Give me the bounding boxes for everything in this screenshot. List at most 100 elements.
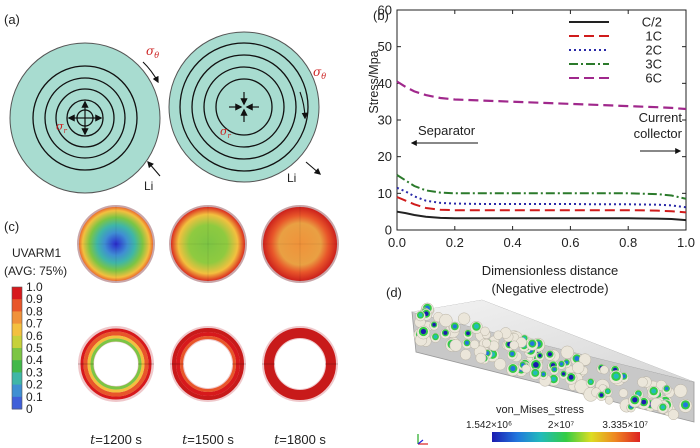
x-tick-label: 0.8 (619, 235, 637, 250)
time-label-1800: t=1800 s (274, 432, 326, 448)
sphere-stress-core (561, 372, 566, 376)
ring (66, 99, 104, 137)
slab-top-face (412, 300, 694, 382)
panel-b: (b) 0 10 20 30 40 50 60 0.0 0.2 0.4 0.6 0.8 1.0 C/21… (367, 3, 695, 297)
sigma-r-label: σr (56, 120, 68, 135)
sphere-stress-core (473, 323, 479, 329)
sphere-stress-core (606, 389, 610, 393)
legend-color-band (12, 323, 22, 337)
series-line-c-2 (396, 210, 687, 222)
legend-color-band (12, 335, 22, 349)
sphere-particle (480, 326, 490, 336)
sphere-stress-core (664, 386, 669, 391)
sphere-particle (475, 352, 487, 364)
series-line-2c (396, 186, 687, 209)
legend-tick-label: 0.2 (26, 378, 43, 392)
separator-annotation: Separator (418, 123, 476, 138)
legend-label: 3C (645, 57, 662, 72)
x-tick-label: 0.0 (388, 235, 406, 250)
sphere-stress-core (551, 376, 557, 382)
x-tick-label: 0.2 (446, 235, 464, 250)
panel-a-label: (a) (4, 12, 20, 27)
legend-tick-label: 0.9 (26, 292, 43, 306)
legend-label: 1C (645, 29, 662, 44)
legend-average: (AVG: 75%) (4, 264, 67, 278)
ring (32, 65, 138, 171)
sphere-stress-core (568, 374, 574, 380)
ring (55, 88, 115, 148)
li-arrow-icon (305, 161, 322, 175)
sigma-theta-label: σθ (146, 44, 159, 60)
ring-band (176, 332, 240, 396)
li-label-right: Li (287, 171, 296, 185)
collector-annotation: collector (634, 126, 683, 141)
sphere-stress-core (510, 365, 516, 372)
sphere-stress-core (420, 328, 426, 335)
sphere-particle (494, 358, 507, 371)
legend-tick-label: 0.4 (26, 353, 43, 367)
panel-d-label: (d) (386, 285, 402, 300)
sphere-particle (439, 313, 453, 328)
sphere-stress-core (559, 362, 564, 366)
sphere-stress-core (433, 334, 438, 339)
li-arrow-icon (147, 160, 161, 177)
particle-cluster (413, 302, 693, 421)
sphere-particle (604, 396, 614, 405)
sphere-particle (521, 364, 531, 374)
legend-color-band (12, 384, 22, 398)
sphere-stress-core (432, 322, 436, 327)
sphere-stress-core (418, 313, 423, 318)
panel-c: (c) UVARM1 (AVG: 75%) 1.00.90.80.70.60.5… (4, 205, 339, 448)
legend-tick-label: 0.6 (26, 329, 43, 343)
colorbar-max: 3.335×10⁷ (602, 420, 648, 431)
chart-axes: 0 10 20 30 40 50 60 0.0 0.2 0.4 0.6 0.8 1.0 (378, 3, 696, 251)
ring (191, 54, 297, 160)
panel-d: (d) von_Mises_stress 1.542×10⁶ 2×10⁷ 3.3… (386, 285, 695, 445)
sphere-stress-core (533, 370, 538, 376)
sphere-particle (578, 353, 592, 366)
ring-band (264, 328, 336, 400)
sigma-r-label: σr (220, 125, 232, 140)
current-annotation: Current (639, 110, 683, 125)
sphere-particle (493, 330, 503, 340)
sphere-particle (637, 376, 648, 388)
particle-right-body (168, 31, 320, 183)
sphere-stress-core (533, 362, 539, 368)
ring-band (172, 328, 244, 400)
y-tick-label: 20 (378, 149, 392, 164)
series-line-6c (396, 80, 687, 111)
legend-color-band (12, 348, 22, 361)
y-tick-label: 50 (378, 39, 392, 54)
ring (179, 42, 309, 172)
legend-tick-label: 0.5 (26, 341, 43, 355)
sigma-theta-label: σθ (313, 65, 326, 81)
li-label-left: Li (144, 179, 153, 193)
ring-1800 (262, 326, 338, 402)
y-tick-label: 0 (385, 223, 392, 238)
sphere-particle (449, 339, 463, 352)
legend-color-band (12, 372, 22, 386)
legend-label: 2C (645, 43, 662, 58)
ring-band (83, 331, 149, 397)
ring-hole (94, 342, 138, 386)
sphere-stress-core (552, 367, 557, 372)
ring-band (180, 336, 236, 392)
panel-b-label: (b) (373, 8, 389, 23)
contour-particle-1200 (77, 205, 155, 283)
legend-tick-label: 0 (26, 402, 33, 416)
y-tick-label: 60 (378, 3, 392, 18)
sphere-stress-core (574, 356, 580, 361)
sphere-particle (469, 339, 480, 350)
legend-color-band (12, 360, 22, 373)
legend-color-band (12, 396, 22, 410)
ring-1500 (170, 326, 246, 402)
x-tick-label: 1.0 (677, 235, 695, 250)
ring (44, 77, 126, 159)
stress-chart: 0 10 20 30 40 50 60 0.0 0.2 0.4 0.6 0.8 1.0 C/21C2C3… (378, 3, 696, 251)
legend-tick-label: 1.0 (26, 280, 43, 294)
y-tick-label: 40 (378, 76, 392, 91)
ring-hole (275, 339, 325, 389)
sphere-particle (668, 409, 679, 421)
